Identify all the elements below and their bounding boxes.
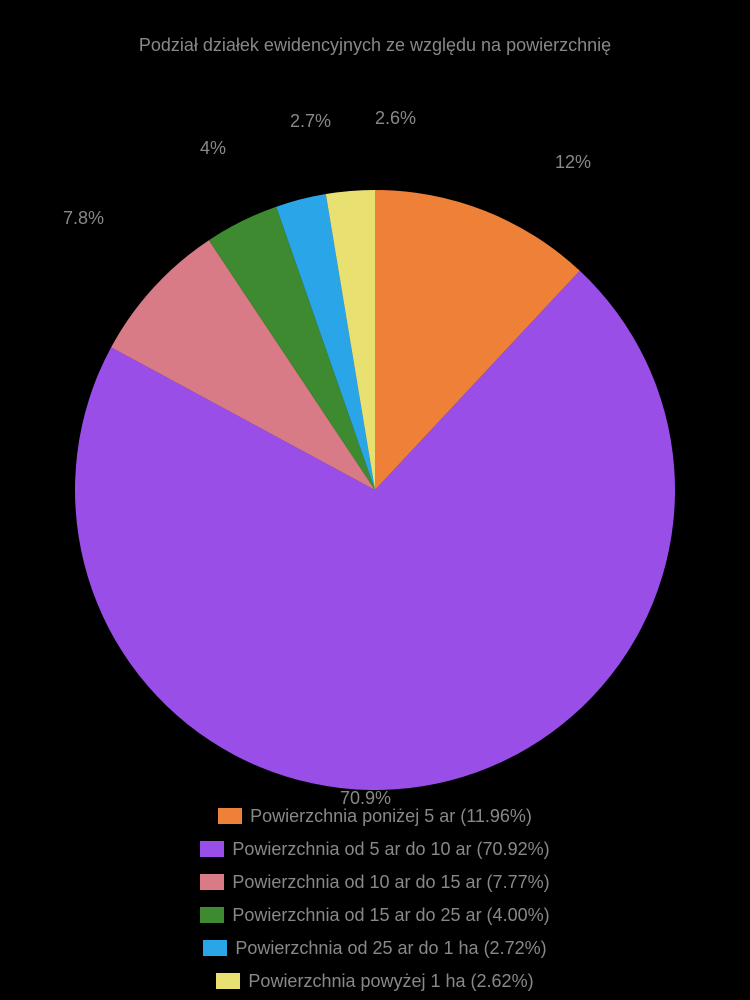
slice-label: 2.7% [290, 111, 331, 132]
legend-label: Powierzchnia poniżej 5 ar (11.96%) [250, 802, 532, 831]
slice-label: 7.8% [63, 208, 104, 229]
legend-item: Powierzchnia od 10 ar do 15 ar (7.77%) [200, 868, 549, 897]
legend: Powierzchnia poniżej 5 ar (11.96%) Powier… [0, 800, 750, 998]
legend-swatch [200, 907, 224, 923]
legend-label: Powierzchnia od 15 ar do 25 ar (4.00%) [232, 901, 549, 930]
legend-item: Powierzchnia od 15 ar do 25 ar (4.00%) [200, 901, 549, 930]
legend-label: Powierzchnia od 25 ar do 1 ha (2.72%) [235, 934, 546, 963]
legend-item: Powierzchnia od 5 ar do 10 ar (70.92%) [200, 835, 549, 864]
pie-svg [0, 70, 750, 790]
legend-item: Powierzchnia od 25 ar do 1 ha (2.72%) [203, 934, 546, 963]
chart-title: Podział działek ewidencyjnych ze względu… [0, 35, 750, 56]
slice-label: 4% [200, 138, 226, 159]
legend-item: Powierzchnia powyżej 1 ha (2.62%) [216, 967, 533, 996]
legend-label: Powierzchnia od 5 ar do 10 ar (70.92%) [232, 835, 549, 864]
legend-swatch [216, 973, 240, 989]
slice-label: 2.6% [375, 108, 416, 129]
legend-swatch [200, 841, 224, 857]
legend-swatch [200, 874, 224, 890]
legend-swatch [203, 940, 227, 956]
legend-swatch [218, 808, 242, 824]
pie-chart: 12%70.9%7.8%4%2.7%2.6% [0, 70, 750, 790]
slice-label: 12% [555, 152, 591, 173]
legend-item: Powierzchnia poniżej 5 ar (11.96%) [218, 802, 532, 831]
legend-label: Powierzchnia powyżej 1 ha (2.62%) [248, 967, 533, 996]
legend-label: Powierzchnia od 10 ar do 15 ar (7.77%) [232, 868, 549, 897]
